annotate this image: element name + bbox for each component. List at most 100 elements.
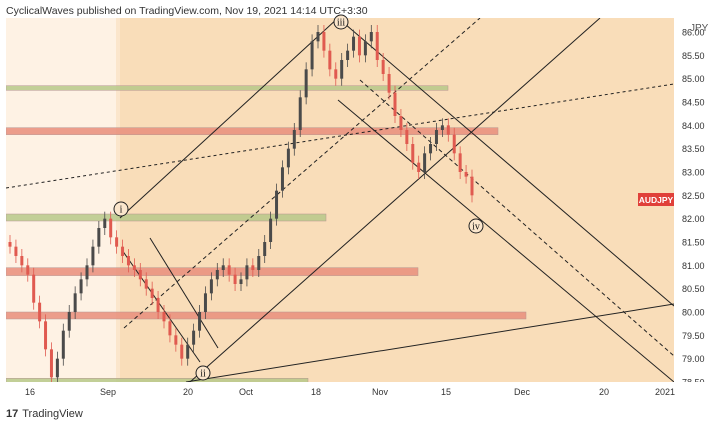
channel-down-upper [337,18,674,307]
candle-body [399,116,403,130]
symbol-price-label [638,193,674,206]
candle-body [20,256,24,266]
candle-body [275,190,279,219]
publisher-caption: CyclicalWaves published on TradingView.c… [6,5,368,17]
time-axis-bg [0,382,720,402]
candle-body [156,298,160,312]
candle-body [14,246,18,256]
channel-down-lower [337,99,674,382]
candle-body [340,60,344,79]
candle-body [209,279,213,294]
candlestick-series [8,25,474,382]
candle-body [429,144,433,154]
wave-label-circle [195,365,211,381]
candle-body [61,330,65,359]
candle-body [316,32,320,42]
candle-body [221,265,225,270]
candle-body [446,125,450,135]
time-tick-label: Dec [514,387,531,397]
price-tick-label: 82.00 [682,214,705,224]
wave-label-text: ii [200,369,206,380]
candle-body [464,172,468,177]
candle-body [38,302,42,322]
price-axis[interactable]: 86.00 85.50 85.00 84.50 84.00 83.50 83.00 82.50… [638,18,720,402]
time-tick-label: 2021 [655,387,675,397]
candle-body [215,270,219,280]
trendline-base [185,303,674,382]
candle-body [245,265,249,280]
zone-80-85 [6,267,419,276]
candle-body [192,330,196,345]
price-zones [6,85,527,382]
channel-up-upper [119,18,339,219]
tradingview-logo-text: TradingView [22,408,83,420]
price-tick-label: 85.50 [682,51,705,61]
candle-body [85,265,89,280]
right-shade [120,18,674,382]
candle-body [375,32,379,60]
trendline-dotted [6,83,674,189]
publisher-header: CyclicalWaves published on TradingView.c… [0,0,720,22]
candle-body [126,256,130,266]
candle-body [26,265,30,275]
time-tick-label: 20 [183,387,193,397]
wave-label-circle [468,218,484,234]
candle-body [304,69,308,98]
left-shade [6,18,116,382]
price-tick-label: 84.50 [682,98,705,108]
candle-body [73,293,77,312]
time-axis[interactable]: 16 Sep 20 Oct 18 Nov 15 Dec 20 2021 [0,382,720,402]
time-tick-label: Sep [100,387,116,397]
wave-label-circle [113,201,129,217]
price-tick-label: 80.50 [682,284,705,294]
zone-79-90 [6,311,527,320]
candle-body [67,312,71,331]
wave-label-circle [333,14,349,30]
candle-body [150,288,154,298]
candle-body [411,144,415,163]
candle-body [138,270,142,280]
candle-body [346,50,350,60]
candle-body [121,246,125,256]
candle-body [168,321,172,336]
candle-body [322,32,326,51]
candle-body [132,265,136,270]
tradingview-logo-mark: 17 [6,408,19,420]
price-tick-label: 79.50 [682,331,705,341]
candle-body [109,218,113,238]
candle-body [434,130,438,144]
candle-body [162,312,166,322]
candle-body [280,167,284,191]
candle-body [32,274,36,303]
candle-body [328,50,332,70]
candle-body [97,228,101,247]
candle-body [239,279,243,284]
price-tick-label: 80.00 [682,308,705,318]
time-tick-label: 16 [25,387,35,397]
zone-83-90 [6,127,499,135]
candle-body [227,265,231,275]
candle-body [44,321,48,350]
candle-body [91,246,95,266]
candle-body [458,153,462,172]
time-tick-label: Oct [239,387,254,397]
price-tick-label: 85.00 [682,74,705,84]
currency-label: JPY [690,23,709,34]
symbol-label-text: AUDJPY [639,195,674,205]
candle-body [440,125,444,130]
time-tick-label: 20 [599,387,609,397]
candle-body [103,218,107,228]
time-tick-label: 15 [441,387,451,397]
candle-body [233,274,237,284]
candle-body [405,130,409,144]
time-tick-label: Nov [372,387,389,397]
price-tick-label: 83.00 [682,168,705,178]
channel-up-lower [189,18,601,382]
wave-label-text: iii [337,18,346,29]
candle-body [8,242,12,247]
wave-label-text: i [120,205,123,216]
tradingview-logo[interactable]: 17 TradingView [6,408,83,420]
